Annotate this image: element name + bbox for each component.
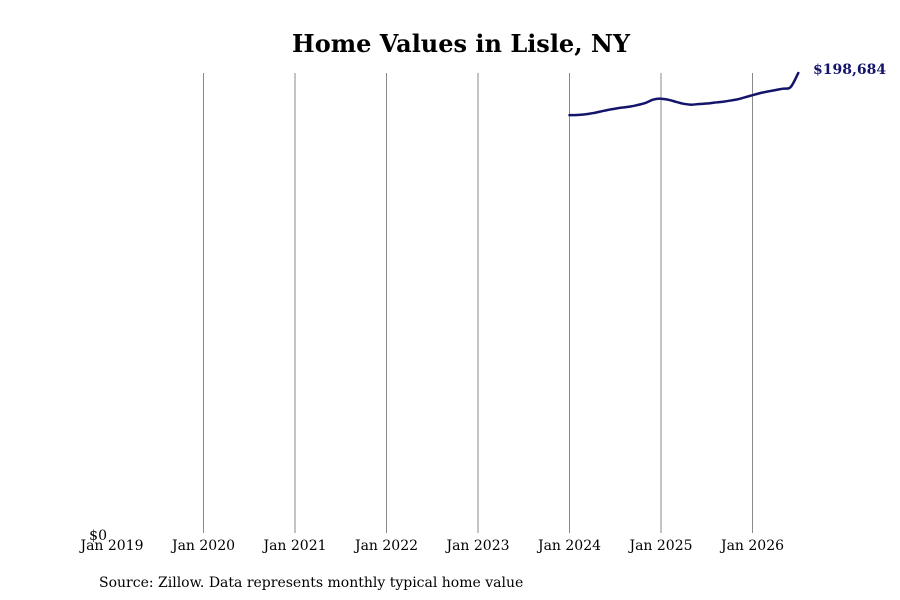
x-tick-label: Jan 2023 — [444, 538, 509, 554]
x-axis-ticks: Jan 2019 Jan 2020 Jan 2021 Jan 2022 Jan 2023… — [78, 538, 784, 554]
x-tick-label: Jan 2026 — [719, 538, 784, 554]
x-tick-label: Jan 2024 — [536, 538, 601, 554]
series-line — [568, 71, 800, 117]
y-tick-label: $0 — [89, 528, 107, 544]
y-axis-ticks: $0 — [89, 528, 107, 544]
x-tick-label: Jan 2025 — [627, 538, 692, 554]
gridlines — [203, 73, 753, 533]
x-tick-label: Jan 2022 — [353, 538, 418, 554]
chart-title: Home Values in Lisle, NY — [292, 29, 631, 58]
x-tick-label: Jan 2020 — [170, 538, 235, 554]
x-tick-label: Jan 2021 — [261, 538, 326, 554]
x-tick-label: Jan 2019 — [78, 538, 143, 554]
source-note: Source: Zillow. Data represents monthly … — [99, 575, 523, 591]
end-value-label: $198,684 — [813, 62, 886, 78]
